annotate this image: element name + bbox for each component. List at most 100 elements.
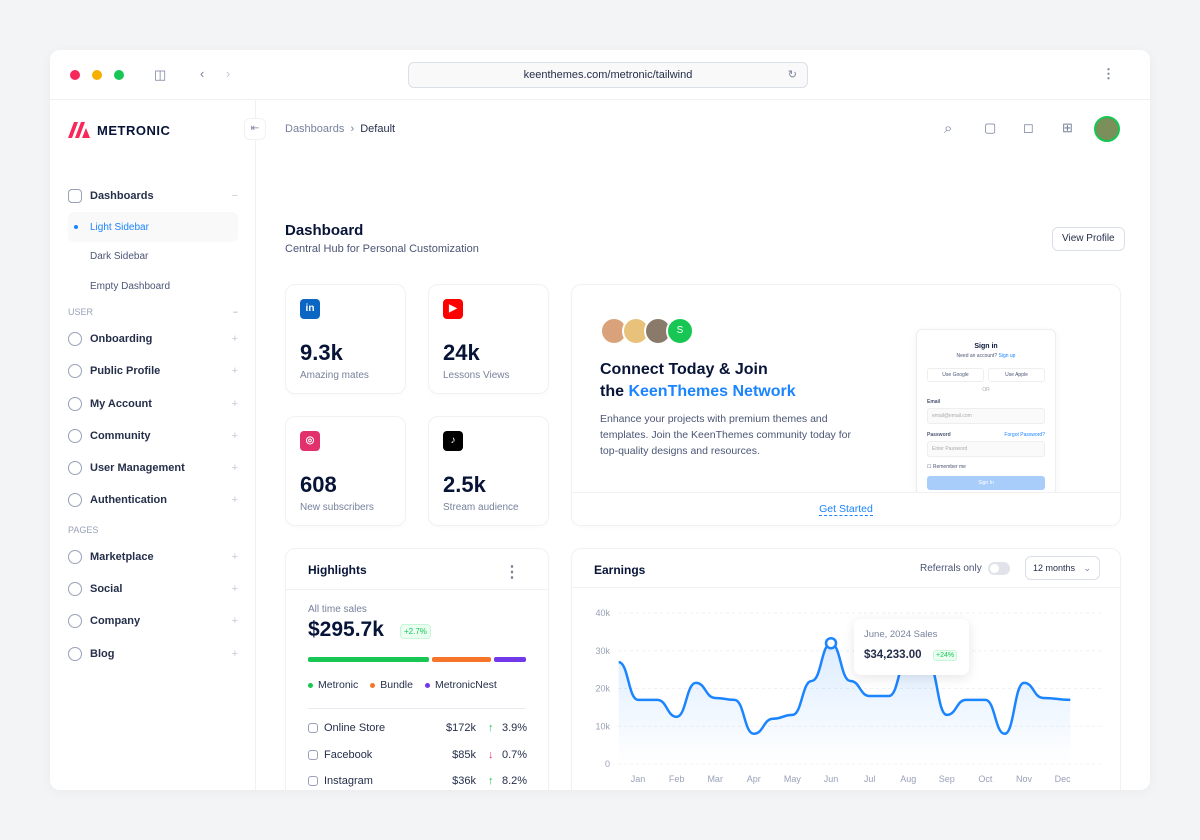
search-icon[interactable]: ⌕ [944, 120, 953, 137]
collapse-icon: − [231, 190, 238, 203]
view-profile-button[interactable]: View Profile [1052, 227, 1125, 251]
linkedin-icon: in [300, 299, 320, 319]
channel-row: Instagram $36k ↑ 8.2% [308, 775, 527, 787]
stat-value: 9.3k [300, 340, 343, 365]
label: Empty Dashboard [90, 280, 171, 292]
label: User Management [90, 462, 185, 475]
y-tick-label: 10k [595, 721, 610, 731]
breadcrumb-dashboards[interactable]: Dashboards [285, 123, 345, 135]
series-line [618, 641, 1071, 736]
highlight-point [824, 636, 838, 650]
sidebar-item-dashboards[interactable]: Dashboards − [68, 180, 238, 212]
y-tick-label: 20k [595, 684, 610, 694]
sidebar-item-my-account[interactable]: My Account + [68, 387, 238, 419]
expand-icon: + [231, 494, 238, 507]
label: Dashboards [90, 190, 154, 203]
maximize-window-button[interactable] [114, 70, 124, 80]
breadcrumb-default: Default [360, 123, 396, 135]
back-icon[interactable]: ‹ [200, 66, 205, 81]
marketplace-icon [68, 549, 82, 564]
stat-value: 24k [443, 340, 480, 365]
apps-grid-icon[interactable]: ⊞ [1062, 120, 1073, 135]
x-tick-label: Oct [978, 774, 993, 784]
sidebar-item-blog[interactable]: Blog + [68, 637, 238, 669]
expand-icon: + [231, 332, 238, 345]
page-subtitle: Central Hub for Personal Customization [285, 243, 479, 255]
url-text: keenthemes.com/metronic/tailwind [523, 69, 693, 81]
y-tick-label: 0 [605, 759, 610, 769]
share-segment [308, 657, 429, 662]
legend: Metronic Bundle MetronicNest [308, 679, 497, 691]
expand-icon: + [231, 397, 238, 410]
sales-share-bar [308, 657, 526, 662]
sidebar-item-onboarding[interactable]: Onboarding + [68, 323, 238, 355]
label: Dark Sidebar [90, 251, 149, 263]
card-title: Earnings [594, 563, 646, 577]
more-menu-icon[interactable]: ⋮ [1102, 66, 1115, 81]
sidebar-item-social[interactable]: Social + [68, 573, 238, 605]
promo-footer: Get Started [572, 492, 1120, 525]
close-window-button[interactable] [70, 70, 80, 80]
sidebar-item-public-profile[interactable]: Public Profile + [68, 355, 238, 387]
notifications-icon[interactable]: ▢ [984, 120, 997, 135]
promo-title: Connect Today & Join the KeenThemes Netwo… [600, 361, 796, 400]
chat-icon[interactable]: ◻ [1023, 120, 1034, 135]
referrals-toggle[interactable] [988, 562, 1010, 575]
facebook-icon [308, 749, 318, 760]
label: Company [90, 615, 141, 628]
brand-logo[interactable]: METRONIC [68, 122, 170, 138]
tiktok-icon: ♪ [443, 431, 463, 451]
sidebar-item-marketplace[interactable]: Marketplace + [68, 541, 238, 573]
brand-name: METRONIC [97, 122, 171, 138]
get-started-link[interactable]: Get Started [819, 503, 873, 516]
chart-tooltip: June, 2024 Sales $34,233.00 +24% [854, 619, 969, 675]
metronic-logo-icon [68, 122, 90, 138]
page-title: Dashboard [285, 222, 364, 239]
sidebar-item-empty-dashboard[interactable]: Empty Dashboard [68, 271, 238, 301]
address-bar[interactable]: keenthemes.com/metronic/tailwind ↻ [408, 62, 808, 88]
blog-icon [68, 646, 82, 661]
more-icon[interactable]: ⋮ [504, 564, 520, 581]
sidebar-toggle-icon[interactable]: ◫ [154, 67, 167, 82]
expand-icon: + [231, 647, 238, 660]
chevron-down-icon: ⌄ [1083, 563, 1091, 573]
earnings-chart: 0 10k 20k 30k 40k Jan Feb Mar Apr May Jun Jul Aug Sep… [595, 608, 1102, 784]
expand-icon: + [231, 365, 238, 378]
browser-toolbar: ◫ ‹ › keenthemes.com/metronic/tailwind ↻ … [50, 50, 1150, 100]
reload-icon[interactable]: ↻ [787, 69, 797, 81]
user-avatar[interactable] [1094, 116, 1120, 142]
community-icon [68, 428, 82, 443]
period-select[interactable]: 12 months ⌄ [1025, 556, 1100, 580]
sidebar-item-community[interactable]: Community + [68, 420, 238, 452]
collapse-sidebar-button[interactable]: ⇤ [244, 118, 266, 140]
promo-card: S Connect Today & Join the KeenThemes Net… [571, 284, 1121, 526]
sidebar-item-light-sidebar[interactable]: Light Sidebar [68, 212, 238, 242]
sidebar: METRONIC ⇤ Dashboards − Light Sidebar Dar… [50, 100, 266, 790]
sidebar-item-authentication[interactable]: Authentication + [68, 484, 238, 516]
minimize-window-button[interactable] [92, 70, 102, 80]
label: Community [90, 429, 151, 442]
stat-card: ♪ 2.5k Stream audience [428, 416, 549, 526]
x-tick-label: Apr [747, 774, 761, 784]
active-dot [74, 225, 78, 230]
authentication-icon [68, 493, 82, 508]
card-title: Highlights [308, 563, 367, 577]
expand-icon: + [231, 583, 238, 596]
sidebar-item-dark-sidebar[interactable]: Dark Sidebar [68, 242, 238, 272]
x-tick-label: May [784, 774, 802, 784]
channel-row: Online Store $172k ↑ 3.9% [308, 722, 527, 734]
online-store-icon [308, 723, 318, 733]
label: Authentication [90, 494, 167, 507]
sales-value: $295.7k [308, 618, 384, 641]
stat-value: 608 [300, 472, 337, 497]
forward-icon[interactable]: › [226, 66, 231, 81]
earnings-card: Earnings Referrals only 12 months ⌄ 0 10k 2… [571, 548, 1121, 790]
y-tick-label: 30k [595, 646, 610, 656]
browser-window: ◫ ‹ › keenthemes.com/metronic/tailwind ↻ … [50, 50, 1150, 790]
referrals-label: Referrals only [920, 563, 982, 574]
expand-icon: + [231, 429, 238, 442]
grid-icon [68, 189, 82, 204]
social-icon [68, 582, 82, 597]
sidebar-item-user-management[interactable]: User Management + [68, 452, 238, 484]
sidebar-item-company[interactable]: Company + [68, 605, 238, 637]
